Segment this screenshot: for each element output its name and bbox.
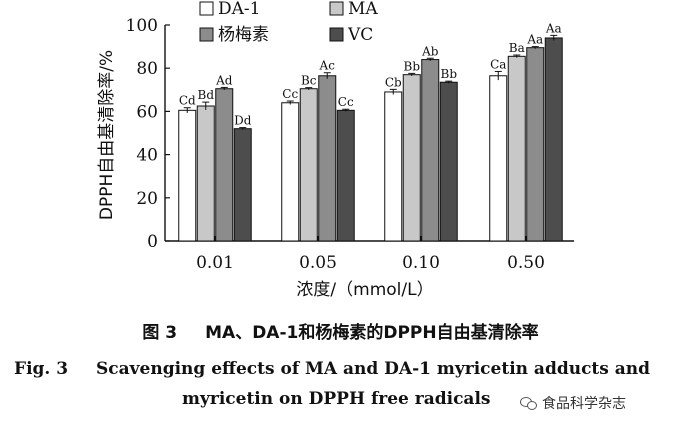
y-axis-title: DPPH自由基清除率/% bbox=[97, 50, 117, 220]
significance-label: Bb bbox=[404, 59, 421, 73]
y-tick-label: 80 bbox=[136, 59, 158, 79]
caption-en-line1: Scavenging effects of MA and DA-1 myrice… bbox=[96, 359, 651, 379]
x-axis-title: 浓度/（mmol/L） bbox=[296, 280, 433, 300]
bar bbox=[421, 59, 440, 242]
x-tick-label: 0.10 bbox=[402, 253, 440, 273]
watermark: 食品科学杂志 bbox=[520, 393, 626, 413]
caption-en-label: Fig. 3 bbox=[14, 359, 69, 379]
significance-label: Aa bbox=[545, 21, 562, 35]
significance-label: Cc bbox=[282, 87, 298, 101]
bar bbox=[215, 88, 234, 242]
x-tick-label: 0.50 bbox=[507, 253, 545, 273]
significance-label: Ad bbox=[215, 73, 233, 87]
significance-label: Ac bbox=[319, 59, 336, 73]
significance-label: Cc bbox=[338, 95, 354, 109]
legend: DA-1 MA 杨梅素 VC bbox=[199, 0, 378, 45]
bar bbox=[318, 75, 337, 242]
legend-swatch bbox=[199, 1, 214, 16]
significance-label: Bb bbox=[441, 67, 458, 81]
legend-swatch bbox=[199, 27, 214, 42]
caption-chinese: 图 3 MA、DA-1和杨梅素的DPPH自由基清除率 bbox=[0, 318, 681, 343]
x-tick-label: 0.05 bbox=[299, 253, 337, 273]
bar bbox=[233, 128, 252, 242]
y-tick-label: 0 bbox=[147, 232, 158, 252]
y-tick-label: 100 bbox=[126, 16, 158, 36]
legend-label: MA bbox=[348, 0, 378, 19]
y-tick-label: 60 bbox=[136, 102, 158, 122]
caption-cn-text: MA、DA-1和杨梅素的DPPH自由基清除率 bbox=[205, 323, 539, 343]
bar bbox=[402, 74, 421, 242]
significance-label: Bd bbox=[198, 88, 215, 102]
legend-label: DA-1 bbox=[218, 0, 260, 19]
bar bbox=[281, 102, 300, 242]
bar bbox=[489, 75, 508, 242]
x-tick-label: 0.01 bbox=[196, 253, 234, 273]
significance-label: Aa bbox=[526, 33, 543, 47]
bar bbox=[384, 91, 403, 242]
legend-swatch bbox=[329, 27, 344, 42]
significance-label: Ba bbox=[509, 41, 525, 55]
bar bbox=[544, 37, 563, 242]
legend-label: 杨梅素 bbox=[218, 25, 269, 45]
wechat-icon bbox=[520, 396, 538, 410]
significance-label: Dd bbox=[234, 114, 252, 128]
watermark-text: 食品科学杂志 bbox=[542, 396, 626, 412]
bar bbox=[196, 105, 215, 242]
legend-label: VC bbox=[347, 25, 373, 45]
bar bbox=[336, 109, 355, 242]
significance-label: Ca bbox=[490, 57, 506, 71]
caption-en-line2: myricetin on DPPH free radicals bbox=[182, 389, 491, 409]
significance-label: Cd bbox=[179, 94, 196, 108]
caption-cn-number: 图 3 bbox=[142, 323, 178, 343]
axes: 0 20 40 60 80 100 0.01 0.05 0.10 0.50 bbox=[126, 16, 574, 273]
significance-label: Ab bbox=[421, 44, 439, 58]
bar bbox=[526, 47, 545, 242]
bar bbox=[299, 88, 318, 242]
bar bbox=[439, 81, 458, 242]
y-tick-label: 40 bbox=[136, 146, 158, 166]
y-tick-label: 20 bbox=[136, 189, 158, 209]
legend-swatch bbox=[329, 1, 344, 16]
bar bbox=[507, 55, 526, 242]
caption-english: Fig. 3 Scavenging effects of MA and DA-1 … bbox=[14, 354, 674, 414]
significance-label: Cb bbox=[385, 75, 402, 89]
significance-label: Bc bbox=[301, 74, 317, 88]
bar bbox=[178, 109, 197, 242]
